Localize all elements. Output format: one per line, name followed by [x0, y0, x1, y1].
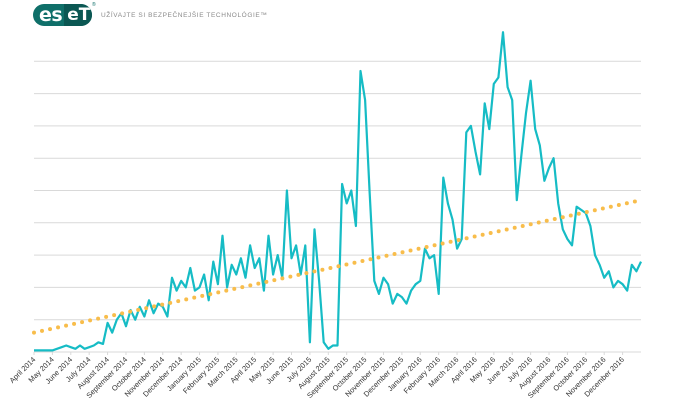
series-layer — [32, 31, 643, 352]
eset-logo: es eT — [33, 4, 92, 26]
gridlines — [34, 60, 641, 321]
x-ticks — [33, 352, 624, 355]
logo-text-es: es — [39, 4, 63, 26]
detections-line — [34, 31, 642, 352]
registered-mark: ® — [92, 2, 96, 8]
tagline: UŽÍVAJTE SI BEZPEČNEJŠIE TECHNOLÓGIE™ — [101, 12, 268, 19]
trend-line — [32, 198, 643, 335]
logo-text-et: eT — [64, 4, 92, 26]
